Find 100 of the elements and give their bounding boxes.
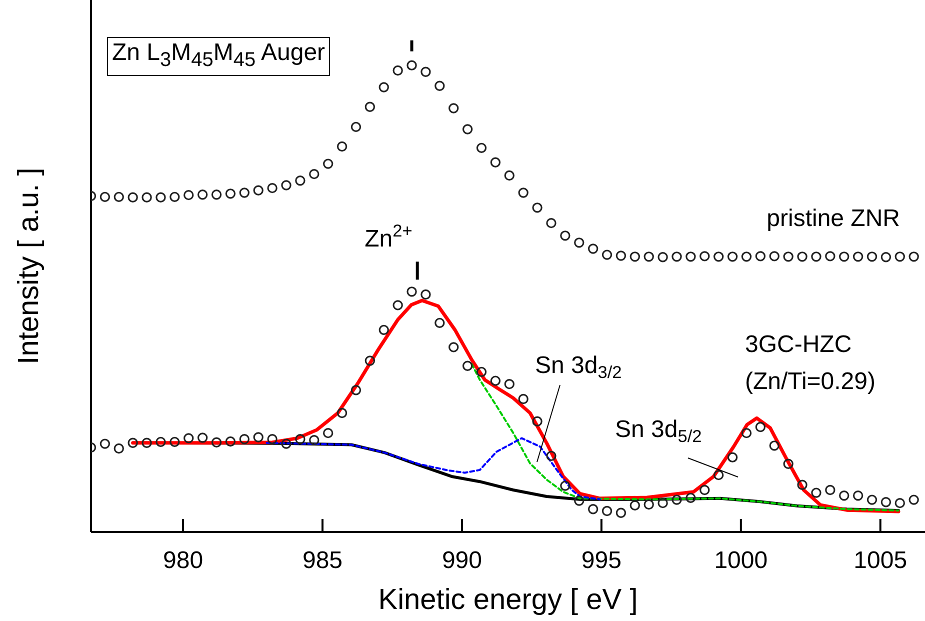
point xyxy=(602,506,612,516)
x-tick-label: 995 xyxy=(581,547,622,574)
text: 3GC-HZC xyxy=(745,331,852,358)
point xyxy=(825,484,836,496)
point xyxy=(686,252,696,262)
point xyxy=(434,80,445,91)
point xyxy=(350,122,362,132)
point xyxy=(852,490,864,501)
point xyxy=(880,252,892,262)
point xyxy=(364,102,376,112)
point xyxy=(672,494,682,505)
point xyxy=(281,180,292,190)
point xyxy=(839,252,850,262)
point xyxy=(866,252,878,262)
x-tick-label: 980 xyxy=(163,547,204,574)
point xyxy=(518,188,528,198)
point xyxy=(336,141,348,152)
point xyxy=(755,251,766,262)
point xyxy=(741,428,752,438)
point xyxy=(908,252,919,262)
x-tick-label: 985 xyxy=(302,547,343,574)
point xyxy=(462,124,473,134)
point xyxy=(644,499,654,510)
x-tick-label: 1005 xyxy=(854,547,908,574)
point xyxy=(211,190,222,200)
point xyxy=(825,251,836,262)
point xyxy=(727,252,738,262)
point xyxy=(769,251,780,262)
annotation: Sn 3d$_{5/2}$ xyxy=(615,416,702,446)
point xyxy=(700,484,710,496)
x-tick-label: 1000 xyxy=(714,547,768,574)
point xyxy=(156,436,166,448)
point xyxy=(490,376,501,386)
point xyxy=(392,65,403,76)
point xyxy=(448,103,459,114)
point xyxy=(490,157,501,168)
x-axis-title: Kinetic energy [ eV ] xyxy=(378,584,638,616)
point xyxy=(420,66,431,77)
point xyxy=(309,434,320,446)
series-label: pristine ZNR xyxy=(766,205,900,232)
point xyxy=(630,252,640,262)
point xyxy=(406,286,417,297)
point xyxy=(225,436,236,447)
point xyxy=(295,434,306,444)
point xyxy=(630,500,640,510)
point xyxy=(532,416,542,426)
y-axis-title: Intensity [ a.u. ] xyxy=(13,168,45,364)
point xyxy=(588,504,598,514)
point xyxy=(239,188,250,198)
point xyxy=(908,494,919,505)
point xyxy=(197,190,208,200)
point xyxy=(378,324,389,336)
point xyxy=(700,251,710,262)
point xyxy=(281,438,292,449)
point xyxy=(616,250,626,261)
point xyxy=(546,450,556,462)
point xyxy=(672,252,682,262)
point xyxy=(839,490,850,501)
point xyxy=(504,378,514,390)
point xyxy=(420,289,431,300)
point xyxy=(532,202,542,213)
point xyxy=(392,300,403,310)
point xyxy=(574,238,584,248)
point xyxy=(128,438,138,448)
point xyxy=(253,185,264,196)
point xyxy=(378,82,389,92)
point xyxy=(476,142,487,154)
point xyxy=(797,252,808,262)
annotation: Zn$^{2+}$ xyxy=(364,220,412,253)
point xyxy=(322,428,334,438)
point xyxy=(616,508,626,518)
point xyxy=(686,492,696,504)
point xyxy=(267,434,278,444)
point xyxy=(322,158,334,169)
point xyxy=(267,182,278,194)
annotation: Zn L$_{3}$M$_{45}$M$_{45}$ Auger xyxy=(107,37,330,76)
point xyxy=(504,170,514,181)
point xyxy=(476,366,487,378)
point xyxy=(546,218,556,228)
point xyxy=(644,252,654,262)
point xyxy=(560,230,570,241)
point xyxy=(100,438,110,449)
point xyxy=(336,408,348,418)
point xyxy=(574,496,584,506)
point xyxy=(225,188,236,199)
point xyxy=(184,190,194,200)
point xyxy=(560,480,570,491)
point xyxy=(170,192,180,202)
point xyxy=(769,440,780,451)
point xyxy=(142,438,152,448)
point xyxy=(448,342,459,352)
point xyxy=(309,168,320,180)
point xyxy=(880,497,892,508)
point xyxy=(811,252,822,262)
point xyxy=(852,252,864,262)
point xyxy=(713,252,724,262)
point xyxy=(727,452,738,462)
point xyxy=(866,494,878,505)
point xyxy=(156,192,166,202)
point xyxy=(713,470,724,480)
